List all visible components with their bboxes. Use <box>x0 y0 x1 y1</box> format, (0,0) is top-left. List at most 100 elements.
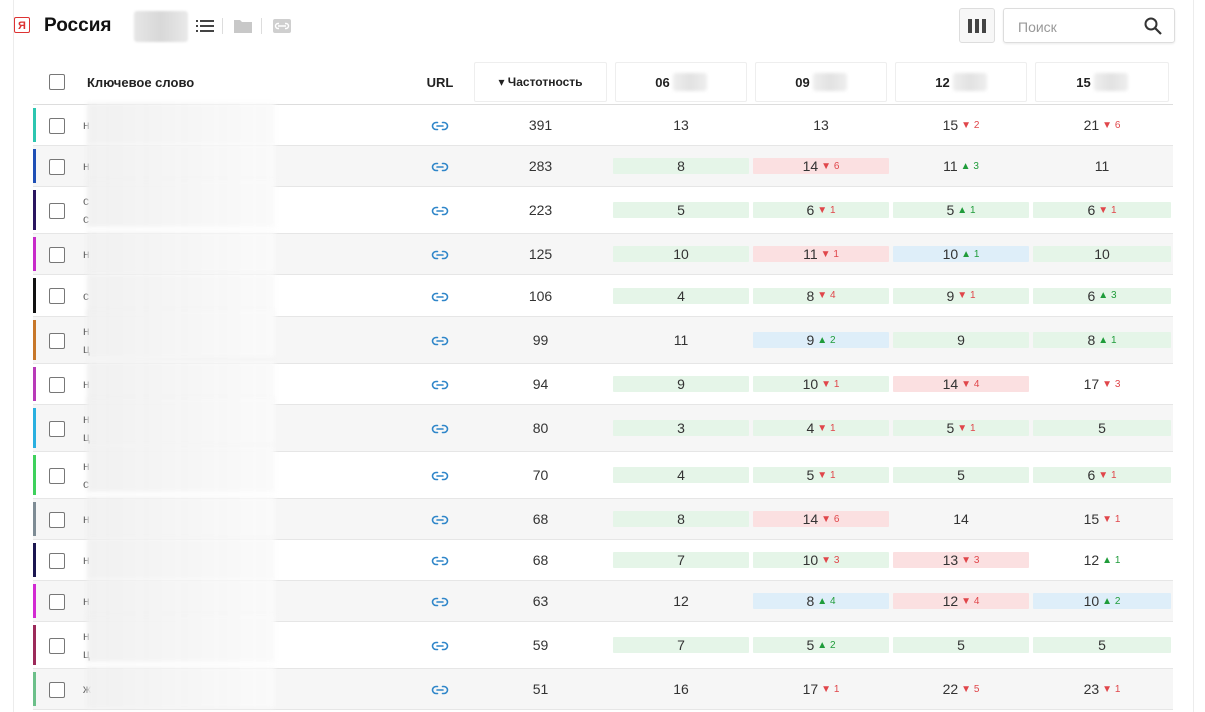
frequency-column-header[interactable]: ▾ Частотность <box>470 60 611 105</box>
position-value: 10 <box>1083 593 1100 609</box>
row-checkbox[interactable] <box>49 246 65 263</box>
link-icon[interactable] <box>431 335 449 347</box>
frequency-cell: 223 <box>470 186 611 234</box>
table-row: нц5975▲ 255 <box>33 615 1173 669</box>
row-checkbox[interactable] <box>49 202 65 219</box>
row-checkbox[interactable] <box>49 117 65 134</box>
keyword-cell[interactable]: нц <box>81 615 410 669</box>
date-column-header[interactable]: 15 <box>1031 60 1173 105</box>
region-blurred <box>134 11 188 42</box>
position-change: ▼ 1 <box>817 469 836 481</box>
position-cell: 10 <box>1031 233 1173 275</box>
date-column-header[interactable]: 06 <box>611 60 751 105</box>
row-checkbox[interactable] <box>49 376 65 393</box>
keyword-cell[interactable]: нс <box>81 445 410 499</box>
keyword-cell[interactable]: ж <box>81 667 410 710</box>
position-value: 4 <box>806 420 815 436</box>
link-icon[interactable] <box>431 470 449 482</box>
keyword-text: ц <box>81 428 410 446</box>
row-checkbox[interactable] <box>49 420 65 437</box>
date-column-header[interactable]: 09 <box>751 60 891 105</box>
row-checkbox[interactable] <box>49 637 65 654</box>
link-icon[interactable] <box>431 640 449 652</box>
row-checkbox[interactable] <box>49 681 65 698</box>
position-value: 13 <box>813 117 829 133</box>
search-input[interactable] <box>1016 17 1140 37</box>
position-value: 12 <box>1083 552 1100 568</box>
link-icon[interactable] <box>431 684 449 696</box>
position-cell: 12 ▲ 1 <box>1031 539 1173 581</box>
position-value-box: 14 ▼ 6 <box>753 158 889 174</box>
position-value: 16 <box>673 681 689 697</box>
position-cell: 11 <box>1031 145 1173 187</box>
url-column-header[interactable]: URL <box>410 60 470 105</box>
keyword-blurred <box>87 615 275 662</box>
position-cell: 10 ▲ 1 <box>891 233 1031 275</box>
position-cell: 5 ▼ 1 <box>751 451 891 499</box>
select-all-cell <box>33 60 81 105</box>
select-all-checkbox[interactable] <box>49 74 65 90</box>
link-icon[interactable] <box>431 555 449 567</box>
folder-icon[interactable] <box>233 18 253 34</box>
position-value: 8 <box>677 511 685 527</box>
row-checkbox[interactable] <box>49 593 65 610</box>
keyword-cell[interactable]: с <box>81 273 410 317</box>
link-icon[interactable] <box>431 205 449 217</box>
link-box-icon[interactable] <box>272 18 292 34</box>
position-value-box: 3 <box>613 420 749 436</box>
keyword-column-header[interactable]: Ключевое слово <box>81 60 410 105</box>
position-value: 5 <box>806 637 815 653</box>
row-checkbox[interactable] <box>49 288 65 305</box>
keyword-text: с <box>83 477 89 491</box>
position-value-box: 23 ▼ 1 <box>1033 681 1171 697</box>
link-icon[interactable] <box>431 596 449 608</box>
position-value-box: 13 <box>753 117 889 133</box>
link-icon[interactable] <box>431 514 449 526</box>
row-checkbox[interactable] <box>49 467 65 484</box>
position-cell: 10 ▲ 2 <box>1031 580 1173 622</box>
row-color-marker <box>33 625 36 665</box>
keyword-text: с <box>83 212 89 226</box>
position-value-box: 21 ▼ 6 <box>1033 117 1171 133</box>
columns-button[interactable] <box>959 8 995 43</box>
position-value: 15 <box>942 117 959 133</box>
position-value-box: 5 ▼ 1 <box>893 420 1029 436</box>
row-select-cell <box>33 233 81 275</box>
link-icon[interactable] <box>431 161 449 173</box>
position-value: 5 <box>806 467 815 483</box>
position-cell: 10 ▼ 3 <box>751 539 891 581</box>
row-checkbox[interactable] <box>49 332 65 349</box>
position-change: ▼ 1 <box>820 248 839 260</box>
position-change: ▼ 1 <box>957 290 976 301</box>
keyword-text: н <box>81 508 410 530</box>
link-icon[interactable] <box>431 379 449 391</box>
date-column-header[interactable]: 12 <box>891 60 1031 105</box>
position-value: 12 <box>942 593 959 609</box>
list-icon[interactable] <box>196 19 214 33</box>
position-value-box: 10 ▲ 2 <box>1033 593 1171 609</box>
url-cell <box>410 186 470 234</box>
row-checkbox[interactable] <box>49 158 65 175</box>
link-icon[interactable] <box>431 249 449 261</box>
row-color-marker <box>33 237 36 271</box>
link-icon[interactable] <box>431 120 449 132</box>
position-value-box: 17 ▼ 3 <box>1033 376 1171 392</box>
keyword-text: н <box>81 590 410 612</box>
keyword-cell[interactable]: н <box>81 103 410 146</box>
row-checkbox[interactable] <box>49 511 65 528</box>
link-icon[interactable] <box>431 291 449 303</box>
frequency-cell: 68 <box>470 498 611 540</box>
keyword-cell[interactable]: нц <box>81 398 410 452</box>
keyword-cell[interactable]: н <box>81 232 410 275</box>
row-checkbox[interactable] <box>49 552 65 569</box>
search-icon[interactable] <box>1144 17 1162 35</box>
position-value: 6 <box>1087 467 1096 483</box>
position-change: ▼ 1 <box>1098 469 1117 481</box>
keyword-cell[interactable]: н <box>81 497 410 540</box>
position-change: ▼ 6 <box>1102 119 1121 131</box>
keyword-cell[interactable]: нц <box>81 310 410 364</box>
link-icon[interactable] <box>431 423 449 435</box>
keyword-cell[interactable]: н <box>81 538 410 581</box>
